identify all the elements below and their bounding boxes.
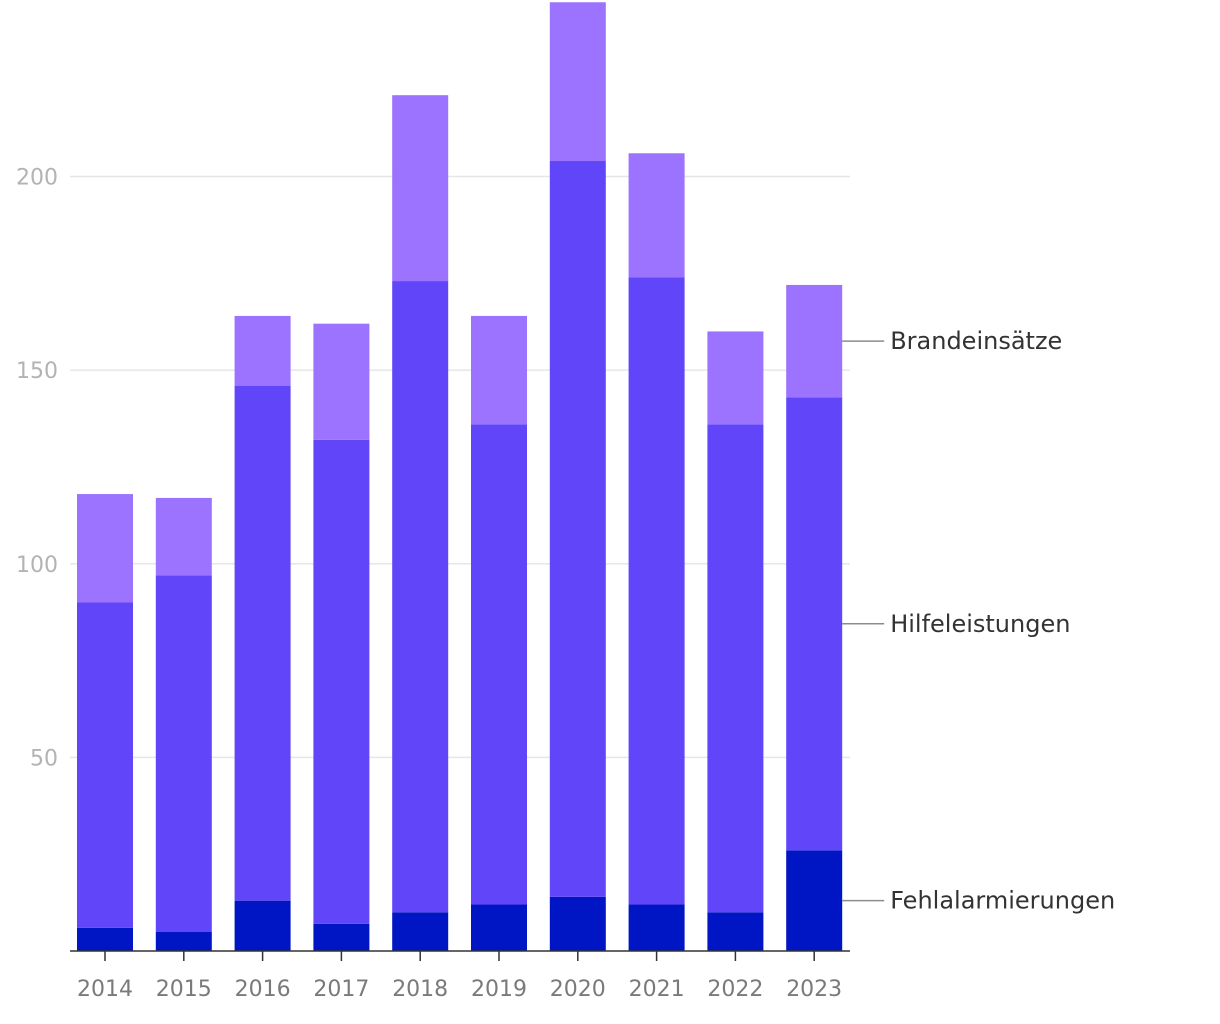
bar-2020-fehlalarmierungen <box>549 896 606 951</box>
bar-2019-hilfeleistungen <box>471 424 527 905</box>
x-axis-ticks: 2014 2015 2016 2017 2018 2019 2020 2021 2022 2023 <box>77 977 842 1002</box>
legend-label-brandeinsätze: Brandeinsätze <box>890 327 1062 355</box>
bar-2016-fehlalarmierungen <box>234 900 291 951</box>
x-tick-label: 2023 <box>786 977 842 1002</box>
y-tick-label: 200 <box>16 166 58 191</box>
bar-2018-fehlalarmierungen <box>392 912 449 951</box>
bar-2017-brandeinsätze <box>313 323 370 440</box>
bar-2019-brandeinsätze <box>471 315 527 425</box>
bar-2022-brandeinsätze <box>707 331 764 425</box>
bar-2014-brandeinsätze <box>77 494 133 603</box>
y-axis-ticks: 50 100 150 200 <box>16 166 58 772</box>
bar-2015-brandeinsätze <box>155 497 212 576</box>
y-tick-label: 100 <box>16 553 58 578</box>
legend-label-fehlalarmierungen: Fehlalarmierungen <box>890 887 1115 915</box>
legend: Fehlalarmierungen Hilfeleistungen Brandein… <box>842 327 1115 915</box>
x-tick-label: 2020 <box>550 977 606 1002</box>
bar-2023-hilfeleistungen <box>786 397 843 851</box>
bar-2020-brandeinsätze <box>549 2 606 162</box>
bar-2018-brandeinsätze <box>392 95 449 282</box>
bar-2017-hilfeleistungen <box>313 439 370 924</box>
bar-2016-hilfeleistungen <box>234 385 291 901</box>
bar-2023-brandeinsätze <box>786 284 843 398</box>
bar-2018-hilfeleistungen <box>392 281 449 913</box>
bar-2021-brandeinsätze <box>628 153 685 278</box>
x-tick-label: 2021 <box>629 977 685 1002</box>
x-tick-label: 2016 <box>235 977 291 1002</box>
bar-2020-hilfeleistungen <box>549 161 606 897</box>
bar-2015-fehlalarmierungen <box>155 931 212 951</box>
y-tick-label: 150 <box>16 359 58 384</box>
x-tick-label: 2019 <box>471 977 527 1002</box>
bar-2021-hilfeleistungen <box>628 277 685 905</box>
x-tick-label: 2018 <box>392 977 448 1002</box>
y-tick-label: 50 <box>30 746 58 771</box>
x-tick-label: 2017 <box>313 977 369 1002</box>
x-axis <box>70 950 850 961</box>
bar-2022-hilfeleistungen <box>707 424 764 913</box>
legend-label-hilfeleistungen: Hilfeleistungen <box>890 610 1070 638</box>
bar-2015-hilfeleistungen <box>155 575 212 932</box>
x-tick-label: 2015 <box>156 977 212 1002</box>
bar-2023-fehlalarmierungen <box>786 850 843 951</box>
bar-2022-fehlalarmierungen <box>707 912 764 951</box>
x-tick-label: 2022 <box>707 977 763 1002</box>
bar-2021-fehlalarmierungen <box>628 904 685 951</box>
bars <box>77 2 843 951</box>
bar-2019-fehlalarmierungen <box>471 904 527 951</box>
bar-2014-fehlalarmierungen <box>77 927 133 951</box>
x-tick-label: 2014 <box>77 977 133 1002</box>
bar-2016-brandeinsätze <box>234 315 291 386</box>
bar-2014-hilfeleistungen <box>77 602 133 928</box>
bar-2017-fehlalarmierungen <box>313 923 370 951</box>
